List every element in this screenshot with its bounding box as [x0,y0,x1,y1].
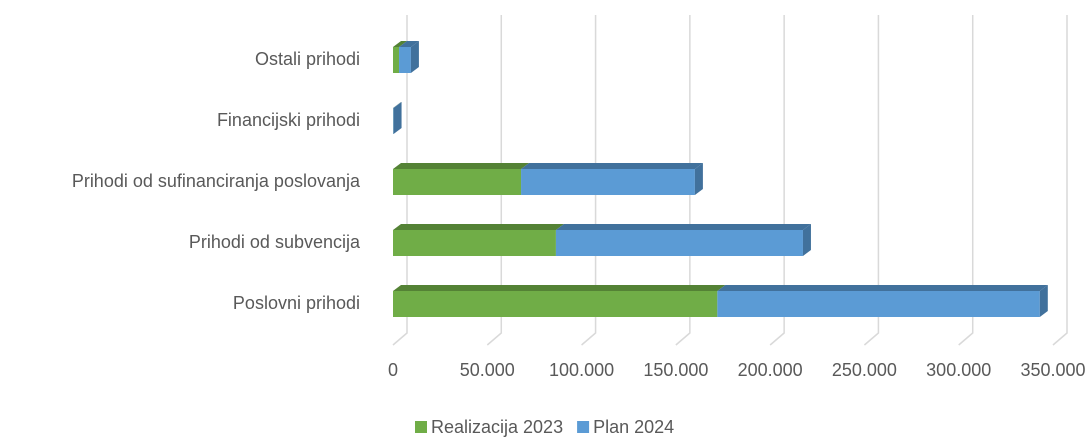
bar-top [717,285,1047,291]
bar [521,169,695,195]
x-tick-label: 100.000 [549,360,614,380]
x-tick-label: 250.000 [832,360,897,380]
bar-top [393,224,564,230]
bar [393,169,521,195]
bar [399,47,411,73]
y-tick-label: Financijski prihodi [217,110,360,130]
x-tick-label: 150.000 [643,360,708,380]
bar-top [393,163,529,169]
x-tick-label: 200.000 [738,360,803,380]
bar-top [521,163,703,169]
legend-swatch [415,421,427,433]
bar [393,291,717,317]
legend-label: Plan 2024 [593,417,674,437]
legend-swatch [577,421,589,433]
legend-label: Realizacija 2023 [431,417,563,437]
bar-top [556,224,811,230]
y-tick-label: Poslovni prihodi [233,293,360,313]
y-tick-label: Prihodi od sufinanciranja poslovanja [72,171,361,191]
bar [393,230,556,256]
bar [556,230,803,256]
bar [717,291,1039,317]
x-tick-label: 0 [388,360,398,380]
y-tick-label: Ostali prihodi [255,49,360,69]
x-tick-label: 350.000 [1020,360,1085,380]
grid-line [1053,15,1067,345]
x-tick-label: 50.000 [460,360,515,380]
y-tick-label: Prihodi od subvencija [189,232,361,252]
x-tick-label: 300.000 [926,360,991,380]
bar [393,47,399,73]
bar-top [393,285,725,291]
